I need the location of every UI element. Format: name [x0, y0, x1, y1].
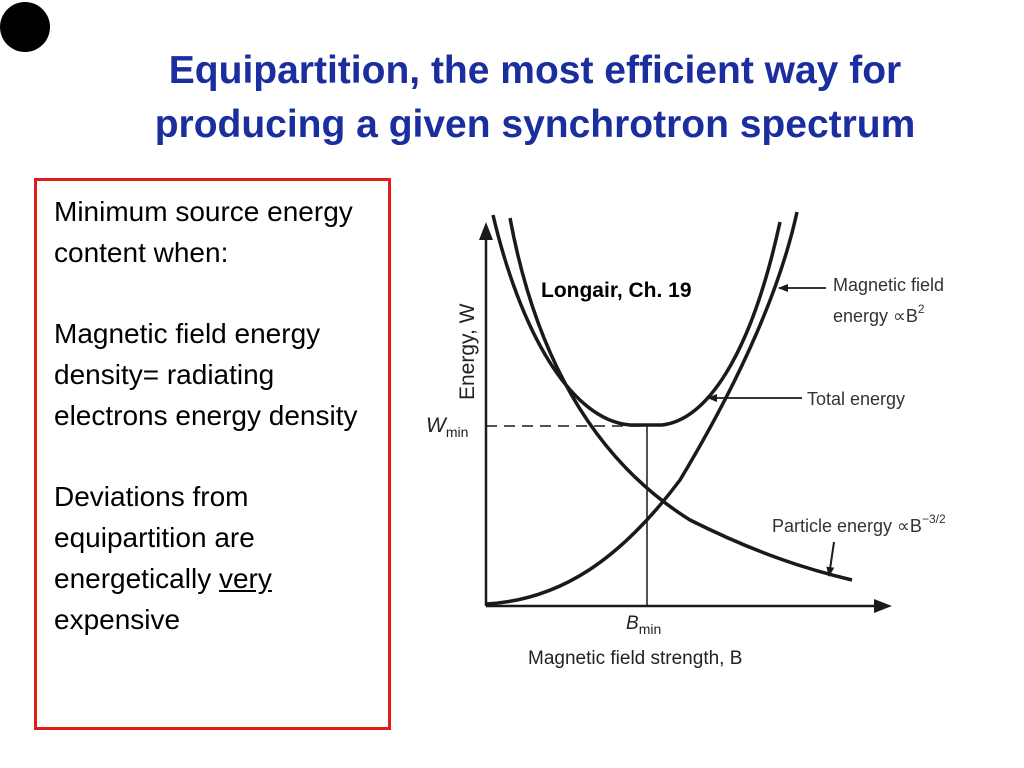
title-line-2: producing a given synchrotron spectrum: [154, 103, 916, 146]
expensive-text: expensive: [54, 604, 181, 635]
total-energy-label: Total energy: [807, 389, 905, 409]
magnetic-energy-curve: [485, 211, 799, 606]
y-axis-label: Energy, W: [456, 303, 479, 400]
citation-label: Longair, Ch. 19: [541, 279, 692, 302]
wmin-label: Wmin: [426, 414, 468, 440]
very-underlined: very: [218, 563, 272, 594]
particle-energy-label: Particle energy ∝B−3/2: [772, 512, 946, 536]
y-axis-arrow-icon: [479, 222, 493, 240]
paragraph-equipartition-condition: Magnetic field energy density= radiating…: [54, 318, 358, 431]
x-axis-label: Magnetic field strength, B: [528, 648, 742, 669]
paragraph-minimum-energy: Minimum source energy content when:: [54, 196, 353, 268]
energy-diagram: Longair, Ch. 19 Energy, W Magnetic field…: [426, 211, 946, 669]
magnetic-field-label-line2: energy ∝B2: [833, 302, 925, 326]
particle-energy-curve: [508, 217, 853, 582]
paragraph-deviations: Deviations from equipartition are energe…: [54, 476, 389, 640]
deviations-text: Deviations from equipartition are energe…: [54, 481, 255, 594]
bullet-dot: [0, 2, 50, 52]
particle-leader-arrow: [826, 541, 835, 577]
text-box-border: [34, 178, 391, 730]
title-line-1: Equipartition, the most efficient way fo…: [168, 49, 902, 92]
x-axis-arrow-icon: [874, 599, 892, 613]
total-energy-curve: [491, 214, 782, 427]
magnetic-field-label-line1: Magnetic field: [833, 275, 944, 295]
bmin-label: Bmin: [626, 613, 661, 637]
text-box: Minimum source energy content when: Magn…: [54, 191, 389, 680]
slide-title: Equipartition, the most efficient way fo…: [60, 44, 1010, 152]
